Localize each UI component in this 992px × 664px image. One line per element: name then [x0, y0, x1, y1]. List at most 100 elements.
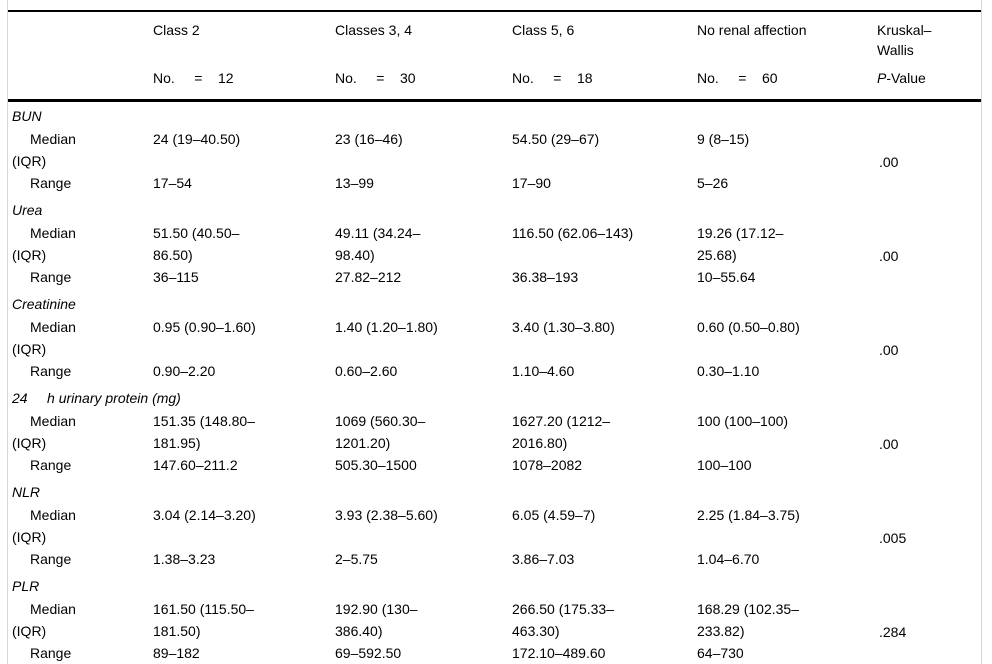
header-row-group-titles: Class 2 Classes 3, 4 Class 5, 6 No renal…	[8, 11, 981, 60]
median-cell: 192.90 (130– 386.40)	[335, 601, 418, 639]
median-cell: 19.26 (17.12– 25.68)	[697, 225, 784, 263]
section-name: BUN	[12, 108, 42, 124]
range-row: Range 36–115 27.82–212 36.38–193 10–55.6…	[8, 266, 981, 290]
median-cell: 151.35 (148.80– 181.95)	[153, 413, 255, 451]
range-cell: 69–592.50	[335, 645, 402, 661]
empty-header-cell	[8, 60, 153, 101]
count-no-renal: No. = 60	[697, 70, 778, 86]
p-value-cell: .00	[879, 342, 899, 358]
range-cell: 13–99	[335, 175, 374, 191]
range-label: Range	[30, 363, 72, 379]
range-cell: 1.38–3.23	[153, 551, 216, 567]
range-cell: 10–55.64	[697, 269, 756, 285]
col-header-kruskal-wallis: Kruskal– Wallis	[877, 22, 932, 58]
median-cell: 2.25 (1.84–3.75)	[697, 507, 800, 523]
median-cell: 9 (8–15)	[697, 131, 750, 147]
col-header-no-renal: No renal affection	[697, 22, 807, 38]
section-name: Creatinine	[12, 296, 76, 312]
median-cell: 1069 (560.30– 1201.20)	[335, 413, 426, 451]
range-cell: 1.04–6.70	[697, 551, 760, 567]
lab-results-table: Class 2 Classes 3, 4 Class 5, 6 No renal…	[8, 10, 981, 664]
median-cell: 0.60 (0.50–0.80)	[697, 319, 800, 335]
range-cell: 1.10–4.60	[512, 363, 575, 379]
range-row: Range 0.90–2.20 0.60–2.60 1.10–4.60 0.30…	[8, 360, 981, 384]
range-cell: 172.10–489.60	[512, 645, 606, 661]
median-label: Median (IQR)	[12, 507, 76, 545]
median-label: Median (IQR)	[12, 601, 76, 639]
count-class56: No. = 18	[512, 70, 593, 86]
median-row: Median (IQR) 151.35 (148.80– 181.95) 106…	[8, 410, 981, 454]
range-label: Range	[30, 175, 72, 191]
section-row-urea: Urea	[8, 196, 981, 222]
median-cell: 100 (100–100)	[697, 413, 789, 429]
p-italic: P	[877, 70, 887, 86]
median-cell: 3.93 (2.38–5.60)	[335, 507, 438, 523]
table-header: Class 2 Classes 3, 4 Class 5, 6 No renal…	[8, 11, 981, 101]
col-header-classes34: Classes 3, 4	[335, 22, 413, 38]
section-row-plr: PLR	[8, 572, 981, 598]
range-cell: 0.90–2.20	[153, 363, 216, 379]
range-row: Range 89–182 69–592.50 172.10–489.60 64–…	[8, 642, 981, 664]
section-name: Urea	[12, 202, 43, 218]
p-value-cell: .284	[879, 624, 907, 640]
median-row: Median (IQR) 161.50 (115.50– 181.50) 192…	[8, 598, 981, 642]
median-cell: 3.04 (2.14–3.20)	[153, 507, 256, 523]
range-cell: 147.60–211.2	[153, 457, 238, 473]
range-label: Range	[30, 551, 72, 567]
range-cell: 64–730	[697, 645, 744, 661]
count-class2: No. = 12	[153, 70, 234, 86]
empty-header-cell	[8, 11, 153, 60]
range-cell: 100–100	[697, 457, 752, 473]
range-cell: 36–115	[153, 269, 199, 285]
median-cell: 0.95 (0.90–1.60)	[153, 319, 256, 335]
range-row: Range 17–54 13–99 17–90 5–26	[8, 172, 981, 196]
range-label: Range	[30, 269, 72, 285]
median-cell: 24 (19–40.50)	[153, 131, 241, 147]
median-cell: 49.11 (34.24– 98.40)	[335, 225, 421, 263]
col-header-class2: Class 2	[153, 22, 200, 38]
median-cell: 6.05 (4.59–7)	[512, 507, 596, 523]
section-name: PLR	[12, 578, 40, 594]
p-value-cell: .005	[879, 530, 907, 546]
range-cell: 1078–2082	[512, 457, 583, 473]
section-row-bun: BUN	[8, 101, 981, 129]
median-row: Median (IQR) 24 (19–40.50) 23 (16–46) 54…	[8, 128, 981, 172]
range-cell: 89–182	[153, 645, 200, 661]
section-row-urinary-protein: 24 h urinary protein (mg)	[8, 384, 981, 410]
median-cell: 266.50 (175.33– 463.30)	[512, 601, 614, 639]
median-label: Median (IQR)	[12, 319, 76, 357]
section-row-creatinine: Creatinine	[8, 290, 981, 316]
range-label: Range	[30, 457, 72, 473]
median-cell: 51.50 (40.50– 86.50)	[153, 225, 240, 263]
median-cell: 1627.20 (1212– 2016.80)	[512, 413, 611, 451]
section-name: 24 h urinary protein (mg)	[12, 390, 181, 406]
median-cell: 161.50 (115.50– 181.50)	[153, 601, 254, 639]
range-cell: 27.82–212	[335, 269, 402, 285]
median-label: Median (IQR)	[12, 225, 76, 263]
left-border-line	[7, 0, 8, 664]
range-cell: 0.30–1.10	[697, 363, 760, 379]
p-value-cell: .00	[879, 154, 899, 170]
range-cell: 36.38–193	[512, 269, 579, 285]
median-row: Median (IQR) 3.04 (2.14–3.20) 3.93 (2.38…	[8, 504, 981, 548]
table-body: BUN Median (IQR) 24 (19–40.50) 23 (16–46…	[8, 101, 981, 664]
median-cell: 1.40 (1.20–1.80)	[335, 319, 438, 335]
range-cell: 505.30–1500	[335, 457, 417, 473]
section-row-nlr: NLR	[8, 478, 981, 504]
range-cell: 0.60–2.60	[335, 363, 398, 379]
median-cell: 54.50 (29–67)	[512, 131, 600, 147]
range-cell: 5–26	[697, 175, 729, 191]
median-row: Median (IQR) 0.95 (0.90–1.60) 1.40 (1.20…	[8, 316, 981, 360]
range-cell: 2–5.75	[335, 551, 378, 567]
median-label: Median (IQR)	[12, 413, 76, 451]
median-cell: 168.29 (102.35– 233.82)	[697, 601, 799, 639]
median-cell: 3.40 (1.30–3.80)	[512, 319, 615, 335]
range-row: Range 1.38–3.23 2–5.75 3.86–7.03 1.04–6.…	[8, 548, 981, 572]
median-cell: 23 (16–46)	[335, 131, 403, 147]
range-row: Range 147.60–211.2 505.30–1500 1078–2082…	[8, 454, 981, 478]
range-label: Range	[30, 645, 72, 661]
p-value-suffix: -Value	[886, 70, 926, 86]
range-cell: 3.86–7.03	[512, 551, 575, 567]
p-value-header: P-Value	[877, 60, 981, 101]
